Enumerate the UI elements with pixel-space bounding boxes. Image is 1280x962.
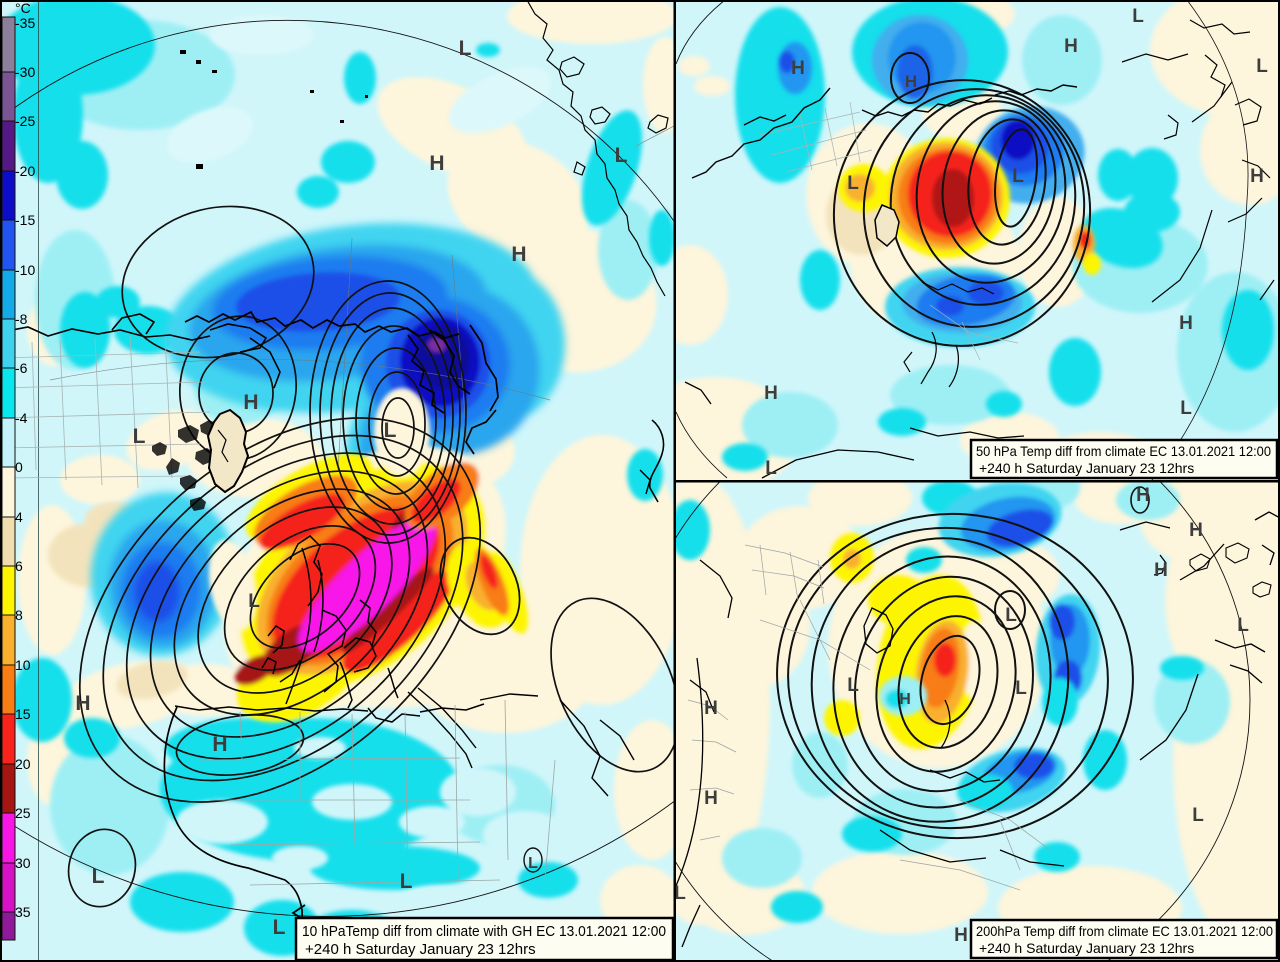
- svg-text:200hPa Temp diff from climate: 200hPa Temp diff from climate EC 13.01.2…: [976, 923, 1273, 939]
- svg-text:H: H: [764, 383, 778, 404]
- svg-text:L: L: [400, 870, 413, 893]
- svg-text:H: H: [1064, 36, 1078, 57]
- svg-text:-25: -25: [15, 113, 35, 129]
- svg-text:-35: -35: [15, 15, 35, 31]
- svg-text:H: H: [1179, 313, 1193, 334]
- svg-text:-4: -4: [15, 410, 28, 426]
- svg-text:8: 8: [15, 607, 23, 623]
- svg-text:H: H: [905, 72, 917, 91]
- svg-text:4: 4: [15, 509, 23, 525]
- svg-text:-15: -15: [15, 212, 35, 228]
- svg-text:H: H: [704, 698, 718, 719]
- svg-text:L: L: [1256, 56, 1268, 77]
- svg-text:L: L: [1005, 605, 1017, 626]
- svg-text:L: L: [1180, 398, 1192, 419]
- svg-text:L: L: [1192, 805, 1204, 826]
- svg-text:-6: -6: [15, 360, 28, 376]
- svg-text:H: H: [1189, 520, 1203, 541]
- svg-text:-8: -8: [15, 311, 28, 327]
- svg-text:+240 h Saturday January 23 12h: +240 h Saturday January 23 12hrs: [979, 460, 1194, 476]
- svg-text:H: H: [704, 788, 718, 809]
- svg-text:-30: -30: [15, 64, 35, 80]
- svg-text:L: L: [1237, 615, 1249, 636]
- svg-text:L: L: [765, 458, 777, 479]
- svg-text:H: H: [1136, 485, 1150, 506]
- svg-text:0: 0: [15, 459, 23, 475]
- svg-text:-20: -20: [15, 163, 35, 179]
- svg-text:L: L: [92, 865, 105, 888]
- svg-text:+240 h Saturday January 23 12h: +240 h Saturday January 23 12hrs: [305, 941, 536, 958]
- svg-text:L: L: [459, 37, 472, 60]
- svg-text:H: H: [1250, 166, 1264, 187]
- svg-text:°C: °C: [15, 0, 31, 16]
- svg-text:L: L: [1015, 678, 1027, 699]
- svg-text:L: L: [847, 675, 859, 696]
- svg-text:L: L: [615, 144, 628, 167]
- svg-text:L: L: [1012, 166, 1024, 187]
- svg-text:10: 10: [15, 657, 31, 673]
- svg-text:H: H: [429, 152, 444, 175]
- svg-text:L: L: [1132, 6, 1144, 27]
- svg-text:10 hPaTemp diff from climate w: 10 hPaTemp diff from climate with GH EC …: [302, 923, 666, 940]
- svg-text:H: H: [899, 691, 911, 708]
- svg-text:L: L: [674, 883, 686, 904]
- svg-text:+240 h Saturday January 23 12h: +240 h Saturday January 23 12hrs: [979, 940, 1194, 956]
- svg-text:H: H: [1154, 560, 1168, 581]
- svg-text:H: H: [243, 391, 258, 414]
- svg-text:L: L: [133, 425, 146, 448]
- svg-text:H: H: [791, 58, 805, 79]
- svg-text:6: 6: [15, 558, 23, 574]
- svg-text:L: L: [273, 916, 286, 939]
- svg-text:35: 35: [15, 904, 31, 920]
- svg-text:20: 20: [15, 756, 31, 772]
- svg-text:L: L: [248, 591, 260, 612]
- svg-text:L: L: [528, 855, 538, 872]
- svg-text:L: L: [384, 419, 397, 442]
- svg-text:H: H: [75, 692, 90, 715]
- svg-text:H: H: [954, 925, 968, 946]
- svg-text:L: L: [847, 173, 859, 194]
- svg-text:-10: -10: [15, 262, 35, 278]
- svg-text:H: H: [511, 243, 526, 266]
- svg-text:25: 25: [15, 805, 31, 821]
- svg-text:50 hPa Temp diff from climate: 50 hPa Temp diff from climate EC 13.01.2…: [976, 443, 1271, 459]
- svg-text:30: 30: [15, 855, 31, 871]
- svg-text:H: H: [212, 733, 227, 756]
- svg-text:15: 15: [15, 706, 31, 722]
